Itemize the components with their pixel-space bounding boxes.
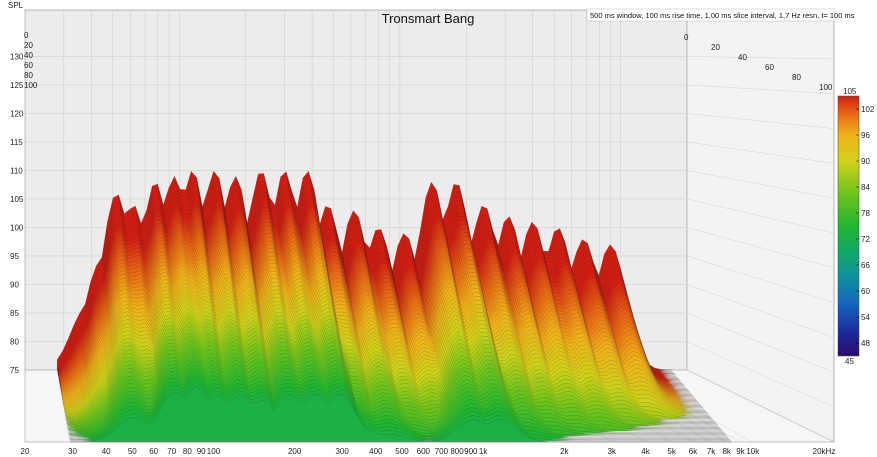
colorbar-tick-label: 102 [861,105,875,114]
x-tick-label: 2k [560,447,569,456]
grid-line-side [686,84,835,95]
right-wall [686,9,835,443]
x-tick-label: 60 [149,447,158,456]
y-tick-label: 90 [10,280,19,289]
depth-tick-label-right: 100 [819,83,833,92]
y-tick-label: 115 [10,138,23,147]
x-tick-label: 6k [689,447,698,456]
grid-line-side [686,255,835,303]
depth-tick-label-left: 0 [24,31,29,40]
depth-tick-label-left: 60 [24,61,33,70]
depth-tick-label-left: 80 [24,71,33,80]
colorbar-min-label: 45 [845,357,854,366]
y-tick-label: 130 [10,52,24,61]
grid-line-side [686,284,835,338]
grid-line-side [686,56,835,60]
grid-line-side [686,312,835,373]
depth-tick-label-left: 20 [24,41,33,50]
y-tick-label: 100 [10,223,24,232]
x-axis-ticks: 20 30 40 50 60 70 80 90 100 200 300 400 500 600 700 800… [21,447,836,456]
x-tick-label: 500 [395,447,409,456]
waterfall-slice [69,385,732,443]
depth-tick-label-right: 0 [684,33,689,42]
x-tick-label: 300 [335,447,349,456]
x-tick-label: 7k [707,447,716,456]
colorbar-tick-label: 48 [861,339,870,348]
x-tick-label: 90 [197,447,206,456]
y-tick-label: 120 [10,109,24,118]
x-tick-label: 70 [167,447,176,456]
info-box [586,8,836,22]
x-tick-label: 10k [746,447,760,456]
y-tick-label: 80 [10,337,19,346]
x-tick-label: 1k [479,447,488,456]
x-tick-label: 20kHz [813,447,836,456]
colorbar: 105 45 48 54 60 66 72 78 84 90 96 102 [837,87,875,366]
grid-line-side [686,170,835,199]
grid-line-side [686,341,835,408]
colorbar-tick-label: 66 [861,261,870,270]
x-tick-label: 40 [102,447,111,456]
x-tick-label: 5k [667,447,676,456]
colorbar-max-label: 105 [843,87,857,96]
y-axis-ticks: 75 80 85 90 95 100 105 110 115 120 125 130 [10,52,24,375]
grid-line-side [686,198,835,234]
colorbar-tick-label: 78 [861,209,870,218]
x-tick-label: 4k [641,447,650,456]
depth-tick-label-right: 20 [711,43,720,52]
x-tick-label: 900 [464,447,478,456]
x-tick-label: 200 [288,447,302,456]
x-tick-label: 3k [608,447,617,456]
depth-tick-label-right: 60 [765,63,774,72]
y-tick-label: 85 [10,309,19,318]
colorbar-tick-label: 90 [861,157,870,166]
colorbar-gradient [837,95,860,357]
x-tick-label: 8k [722,447,731,456]
waterfall-slices [57,170,732,443]
colorbar-tick-label: 72 [861,235,870,244]
depth-tick-label-left: 40 [24,51,33,60]
grid-line-side [686,113,835,129]
x-tick-label: 800 [450,447,464,456]
colorbar-tick-label: 54 [861,313,870,322]
y-tick-label: 75 [10,366,19,375]
colorbar-tick-label: 84 [861,183,870,192]
x-tick-label: 100 [207,447,221,456]
chart-title: Tronsmart Bang [382,11,475,26]
depth-tick-label-right: 40 [738,53,747,62]
x-tick-label: 9k [736,447,745,456]
grid-line-side [686,227,835,269]
x-tick-label: 50 [128,447,137,456]
y-tick-label: 110 [10,166,23,175]
y-tick-label: 105 [10,195,24,204]
depth-tick-label-left: 100 [24,81,38,90]
grid-line-side [686,141,835,164]
x-tick-label: 600 [417,447,431,456]
analysis-info: 500 ms window, 100 ms rise time, 1,00 ms… [590,11,855,20]
colorbar-tick-label: 60 [861,287,870,296]
x-tick-label: 700 [435,447,449,456]
y-axis-label: SPL [8,1,24,10]
y-tick-label: 95 [10,252,19,261]
x-tick-label: 80 [183,447,192,456]
y-tick-label: 125 [10,81,24,90]
grid-line-side [686,369,835,443]
x-tick-label: 400 [369,447,383,456]
depth-tick-label-right: 80 [792,73,801,82]
x-tick-label: 30 [68,447,77,456]
colorbar-tick-label: 96 [861,131,870,140]
x-tick-label: 20 [21,447,30,456]
